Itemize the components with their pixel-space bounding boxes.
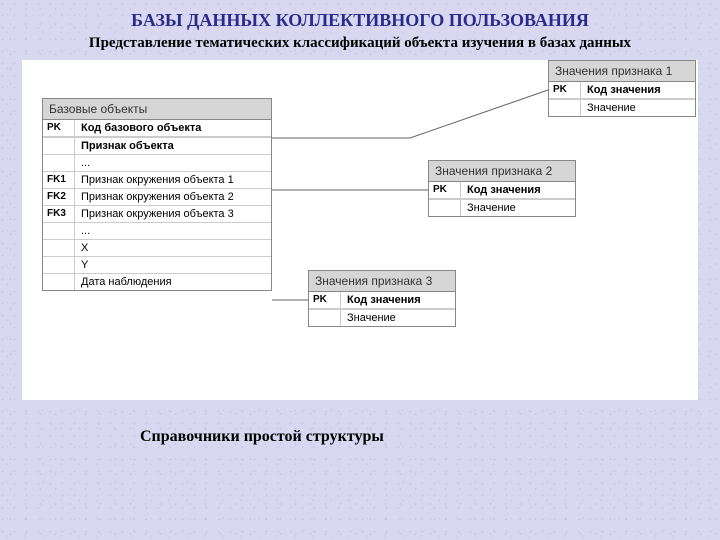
diagram-canvas: Базовые объекты PK Код базового объекта … <box>22 60 698 400</box>
key-cell: FK2 <box>43 189 75 205</box>
pk-label: PK <box>309 292 341 308</box>
pk-label: PK <box>549 82 581 98</box>
value-cell: Дата наблюдения <box>75 274 271 290</box>
value-cell: Y <box>75 257 271 273</box>
section-title: Признак объекта <box>75 138 271 154</box>
pk-value: Код значения <box>581 82 695 98</box>
entity-header: Значения признака 3 <box>309 271 455 292</box>
attribute-row: ... <box>43 223 271 240</box>
value-cell: X <box>75 240 271 256</box>
value-cell: ... <box>75 155 271 171</box>
value-label: Значение <box>341 310 455 326</box>
entity-values-3: Значения признака 3 PK Код значения Знач… <box>308 270 456 327</box>
key-cell <box>43 155 75 171</box>
attribute-row: Y <box>43 257 271 274</box>
pk-label: PK <box>43 120 75 136</box>
entity-values-1: Значения признака 1 PK Код значения Знач… <box>548 60 696 117</box>
page-subtitle: Представление тематических классификаций… <box>0 35 720 60</box>
attribute-row: FK3Признак окружения объекта 3 <box>43 206 271 223</box>
entity-values-2: Значения признака 2 PK Код значения Знач… <box>428 160 576 217</box>
value-cell: Признак окружения объекта 2 <box>75 189 271 205</box>
pk-value: Код базового объекта <box>75 120 271 136</box>
value-cell: Признак окружения объекта 1 <box>75 172 271 188</box>
entity-header: Базовые объекты <box>43 99 271 120</box>
key-blank <box>309 310 341 326</box>
key-cell <box>43 240 75 256</box>
value-cell: ... <box>75 223 271 239</box>
key-cell: FK1 <box>43 172 75 188</box>
pk-value: Код значения <box>341 292 455 308</box>
key-cell: FK3 <box>43 206 75 222</box>
key-cell <box>43 257 75 273</box>
caption: Справочники простой структуры <box>0 400 720 446</box>
value-cell: Признак окружения объекта 3 <box>75 206 271 222</box>
attribute-row: ... <box>43 155 271 172</box>
key-blank <box>429 200 461 216</box>
key-blank <box>43 138 75 154</box>
pk-value: Код значения <box>461 182 575 198</box>
attribute-row: X <box>43 240 271 257</box>
attribute-row: FK1Признак окружения объекта 1 <box>43 172 271 189</box>
entity-base-objects: Базовые объекты PK Код базового объекта … <box>42 98 272 291</box>
attribute-row: Дата наблюдения <box>43 274 271 290</box>
attribute-row: FK2Признак окружения объекта 2 <box>43 189 271 206</box>
key-blank <box>549 100 581 116</box>
page-title: БАЗЫ ДАННЫХ КОЛЛЕКТИВНОГО ПОЛЬЗОВАНИЯ <box>0 0 720 35</box>
value-label: Значение <box>581 100 695 116</box>
value-label: Значение <box>461 200 575 216</box>
pk-label: PK <box>429 182 461 198</box>
key-cell <box>43 274 75 290</box>
entity-header: Значения признака 1 <box>549 61 695 82</box>
key-cell <box>43 223 75 239</box>
entity-header: Значения признака 2 <box>429 161 575 182</box>
